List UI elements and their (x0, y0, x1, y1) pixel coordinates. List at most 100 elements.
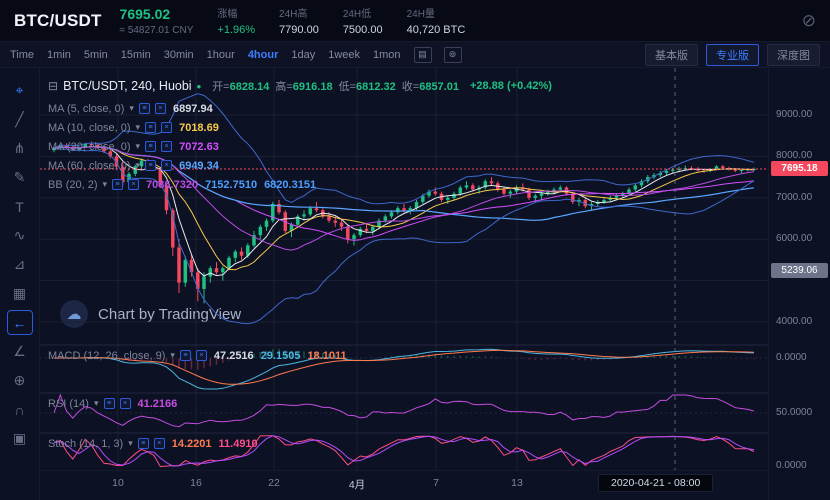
indicator-value: 41.2166 (137, 397, 178, 410)
symbol-header: BTC/USDT 7695.02 ≈ 54827.01 CNY 涨幅 +1.96%… (0, 0, 830, 42)
interval-4hour[interactable]: 4hour (247, 48, 279, 61)
tool-hide-toolbar-icon[interactable]: ← (6, 310, 33, 335)
indicator-close-button[interactable]: × (153, 438, 165, 449)
time-tick: 4月 (348, 479, 366, 491)
price-tick: 4000.00 (776, 316, 813, 327)
indicator-value: 6897.94 (172, 102, 213, 115)
ohlc-low-value: 6812.32 (356, 81, 396, 93)
indicator-close-button[interactable]: × (195, 350, 207, 361)
ohlc-open-value: 6828.14 (229, 81, 270, 93)
tool-pitchfork-icon[interactable]: ⋔ (13, 140, 26, 156)
chart-legend: ⊟ BTC/USDT, 240, Huobi • 开=6828.14 高=6916… (48, 78, 552, 194)
time-axis[interactable]: 2020-04-21 - 08:00 10 16 22 4月 7 13 (40, 470, 768, 500)
tool-screenshot-icon[interactable]: ▣ (12, 430, 27, 446)
indicator-dropdown-caret[interactable]: ▾ (102, 179, 108, 189)
indicator-close-button[interactable]: × (119, 398, 131, 409)
tool-text-icon[interactable]: T (15, 198, 24, 215)
indicator-row-stoch: Stoch (14, 1, 3) ▾ ≡ × 14.2201 11.4910 (48, 436, 258, 451)
interval-1min[interactable]: 1min (47, 48, 71, 61)
tool-zoom-in-icon[interactable]: ⊕ (13, 372, 26, 388)
indicator-dropdown-caret[interactable]: ▾ (135, 160, 141, 170)
indicator-dropdown-caret[interactable]: ▾ (135, 122, 141, 132)
indicator-row-ma-5: MA (5, close, 0) ▾ ≡ × 6897.94 (48, 99, 552, 118)
indicator-value: 7152.7510 (205, 178, 258, 191)
interval-30min[interactable]: 30min (163, 48, 194, 61)
interval-5min[interactable]: 5min (83, 48, 108, 61)
indicator-settings-button[interactable]: ≡ (145, 160, 157, 171)
indicator-label: MACD (12, 26, close, 9) (48, 349, 166, 362)
view-tab-depth[interactable]: 深度图 (767, 43, 820, 66)
tool-xabcd-pattern-icon[interactable]: ∿ (13, 227, 26, 243)
indicator-value: 47.2516 (213, 349, 254, 362)
collapse-legend-icon[interactable]: ⊟ (48, 79, 59, 93)
indicator-icon[interactable]: ⊚ (443, 46, 462, 63)
indicator-settings-button[interactable]: ≡ (145, 122, 157, 133)
indicator-settings-button[interactable]: ≡ (138, 103, 150, 114)
indicator-label: BB (20, 2) (48, 178, 98, 191)
tool-brush-icon[interactable]: ✎ (13, 169, 26, 185)
ohlc-low-label: 低= (338, 81, 356, 93)
ohlc-high-value: 6916.18 (292, 81, 333, 93)
indicator-value: 6949.34 (179, 159, 219, 172)
chart-tool-icons: ▤ ⊚ (413, 46, 474, 63)
indicator-settings-button[interactable]: ≡ (137, 438, 149, 449)
time-tick: 16 (190, 477, 202, 489)
indicator-dropdown-caret[interactable]: ▾ (93, 398, 99, 408)
indicator-label: MA (30, close, 0) (48, 140, 131, 153)
chart-canvas[interactable] (40, 68, 768, 470)
indicator-settings-button[interactable]: ≡ (145, 141, 157, 152)
indicator-close-button[interactable]: × (161, 141, 173, 152)
tool-forecast-icon[interactable]: ⊿ (13, 256, 26, 272)
tool-trend-line-icon[interactable]: ╱ (15, 111, 24, 127)
indicator-dropdown-caret[interactable]: ▾ (135, 141, 141, 151)
indicator-dropdown-caret[interactable]: ▾ (129, 103, 134, 113)
indicator-settings-button[interactable]: ≡ (103, 398, 115, 409)
status-dot: • (196, 78, 202, 94)
low-price-badge: 5239.06 (771, 262, 828, 278)
price-tick: 7000.00 (776, 191, 813, 203)
indicator-settings-button[interactable]: ≡ (179, 350, 191, 361)
interval-1week[interactable]: 1week (328, 48, 361, 61)
stat-label: 24H高 (279, 9, 308, 20)
interval-list: Time 1min 5min 15min 30min 1hour 4hour 1day 1wee… (10, 49, 414, 61)
indicator-value: 11.4910 (218, 437, 258, 450)
stat-label: 24H量 (406, 9, 435, 20)
indicator-label: MA (10, close, 0) (48, 121, 131, 134)
interval-1day[interactable]: 1day (291, 48, 316, 61)
interval-time[interactable]: Time (10, 48, 35, 61)
indicator-value: 7018.69 (179, 121, 219, 134)
indicator-value: 7086.7320 (146, 178, 199, 191)
rsi-axis-label: 50.0000 (776, 407, 813, 418)
interval-1mon[interactable]: 1mon (373, 48, 401, 61)
crosshair-time-badge: 2020-04-21 - 08:00 (598, 474, 714, 492)
interval-1hour[interactable]: 1hour (206, 48, 235, 61)
tool-icons-icon[interactable]: ▦ (12, 285, 27, 301)
indicator-close-button[interactable]: × (161, 160, 173, 171)
tool-magnet-icon[interactable]: ∩ (14, 401, 25, 418)
indicator-rows: MA (5, close, 0) ▾ ≡ × 6897.94 MA (10, close,… (48, 99, 552, 194)
tool-measure-icon[interactable]: ∠ (13, 343, 26, 359)
indicator-dropdown-caret[interactable]: ▾ (128, 438, 133, 448)
indicator-close-button[interactable]: × (128, 179, 140, 190)
candle-style-icon[interactable]: ▤ (413, 46, 432, 63)
indicator-close-button[interactable]: × (161, 122, 173, 133)
stat-change-24h: 涨幅 +1.96% (217, 5, 255, 36)
view-tab-pro[interactable]: 专业版 (706, 43, 759, 66)
view-tab-basic[interactable]: 基本版 (645, 43, 698, 66)
indicator-settings-button[interactable]: ≡ (112, 179, 124, 190)
indicator-dropdown-caret[interactable]: ▾ (170, 350, 175, 360)
tool-crosshair-icon[interactable]: ⌖ (15, 82, 24, 98)
rsi-legend: RSI (14) ▾ ≡ × 41.2166 (48, 396, 177, 411)
ohlc-readout: 开=6828.14 高=6916.18 低=6812.32 收=6857.01 (206, 78, 459, 94)
ohlc-high-label: 高= (275, 81, 293, 93)
interval-15min[interactable]: 15min (120, 48, 151, 61)
legend-title[interactable]: BTC/USDT, 240, Huobi (63, 79, 192, 93)
disable-icon[interactable]: ⊘ (801, 10, 816, 30)
indicator-label: RSI (14) (48, 397, 89, 410)
watermark-text: Chart by TradingView (98, 305, 242, 323)
candlestick-chart[interactable] (40, 68, 768, 470)
stat-value: +1.96% (217, 24, 256, 36)
indicator-label: MA (5, close, 0) (48, 102, 125, 115)
indicator-close-button[interactable]: × (154, 103, 166, 114)
price-axis[interactable]: 7695.18 5239.06 0.0000 50.0000 0.0000 90… (768, 68, 830, 500)
